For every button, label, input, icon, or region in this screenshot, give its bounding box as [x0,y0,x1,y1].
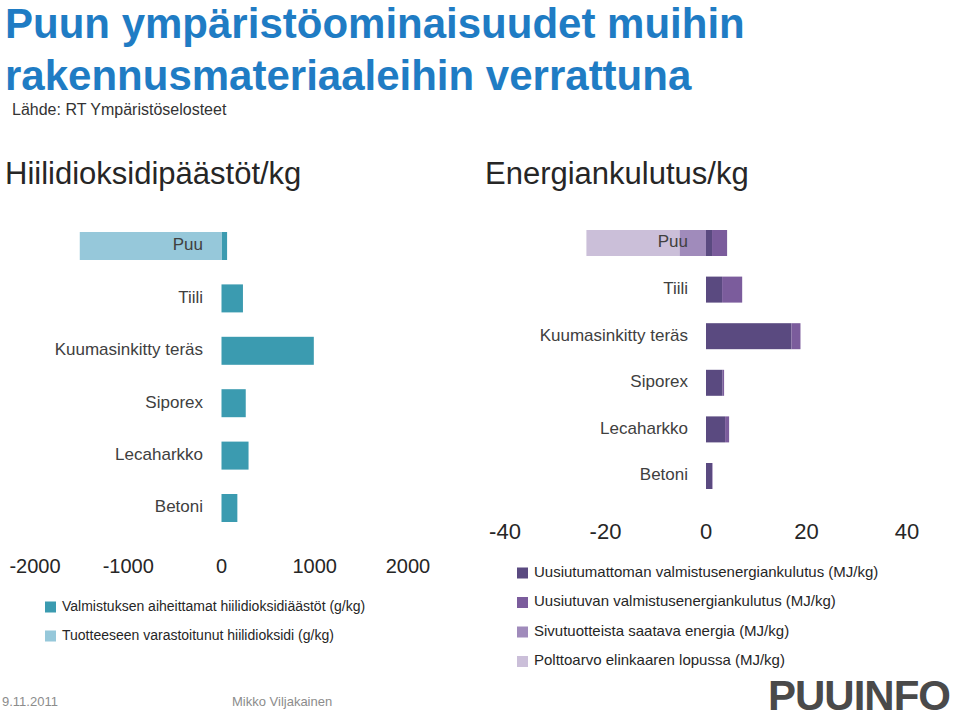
category-label: Puu [173,235,203,254]
bar [222,284,243,312]
bar [242,284,243,312]
tick-label: -2000 [9,555,60,577]
category-label: Lecaharkko [115,445,203,464]
tick-label: 0 [216,555,227,577]
bar [712,463,713,489]
chart: Hiilidioksidipäästöt/kg Puu Tiili Kuumasink… [5,156,430,643]
bar [742,277,743,303]
tick-label: 40 [895,519,919,544]
category-label: Puu [658,232,688,251]
category-label: Lecaharkko [600,419,688,438]
tick-label: 1000 [293,555,338,577]
category-label: Betoni [155,497,203,516]
bar [791,323,800,349]
bar [248,442,249,470]
category-label: Tiili [178,288,203,307]
legend-swatch [517,627,528,638]
bar [222,442,249,470]
bar [222,337,314,365]
bars [586,230,800,489]
chart-title: Energiankulutus/kg [485,156,749,191]
bar [80,232,222,260]
bar [724,370,725,396]
bar [712,230,727,256]
slide-date: 9.11.2011 [2,694,58,709]
bar [706,230,712,256]
bar [706,416,725,442]
category-label: Kuumasinkitty teräs [55,340,203,359]
bar [723,370,725,396]
bar [706,277,722,303]
bar [729,416,730,442]
tick-label: -1000 [103,555,154,577]
bar [722,277,742,303]
slide-author: Mikko Viljakainen [232,694,332,709]
bar [313,337,314,365]
chart: Energiankulutus/kg Puu Tiili Kuumasinkitty … [485,156,919,668]
category-label: Tiili [663,279,688,298]
legend-label: Uusiutuvan valmistusenergiankulutus (MJ/… [534,592,836,609]
legend-label: Uusiutumattoman valmistusenergiankulutus… [534,563,878,580]
bars [80,232,314,522]
bar [706,463,712,489]
chart-title: Hiilidioksidipäästöt/kg [5,156,301,191]
legend-swatch [517,656,528,667]
bar [237,494,238,522]
slide-title: Puun ympäristöominaisuudet muihin rakenn… [5,0,885,102]
bar [706,323,791,349]
bar [800,323,801,349]
legend-label: Valmistuksen aiheittamat hiilidioksidiää… [62,598,365,614]
legend-swatch [517,597,528,608]
category-label: Siporex [145,393,203,412]
charts: Hiilidioksidipäästöt/kg Puu Tiili Kuumasink… [0,0,960,719]
bar [222,494,238,522]
tick-label: 20 [794,519,818,544]
legend-swatch [45,631,56,642]
bar [800,323,801,349]
category-label: Siporex [630,372,688,391]
slide-source: Lähde: RT Ympäristöselosteet [12,101,226,119]
bar [245,389,246,417]
bar [742,277,743,303]
bar [725,416,729,442]
bar [222,389,246,417]
legend-swatch [517,568,528,579]
bar [222,232,228,260]
bar [729,416,730,442]
tick-label: -40 [489,519,521,544]
tick-label: 0 [700,519,712,544]
legend-label: Polttoarvo elinkaaren lopussa (MJ/kg) [534,651,785,668]
bar [724,370,725,396]
legend-label: Sivutuotteista saatava energia (MJ/kg) [534,622,789,639]
category-label: Kuumasinkitty teräs [540,326,688,345]
bar [712,463,713,489]
slide-logo: PUUINFO [768,672,950,719]
tick-label: -20 [590,519,622,544]
tick-label: 2000 [386,555,431,577]
legend-label: Tuotteeseen varastoitunut hiilidioksidi … [62,627,334,643]
bar [712,463,714,489]
bar [706,370,723,396]
legend-swatch [45,602,56,613]
category-label: Betoni [640,465,688,484]
